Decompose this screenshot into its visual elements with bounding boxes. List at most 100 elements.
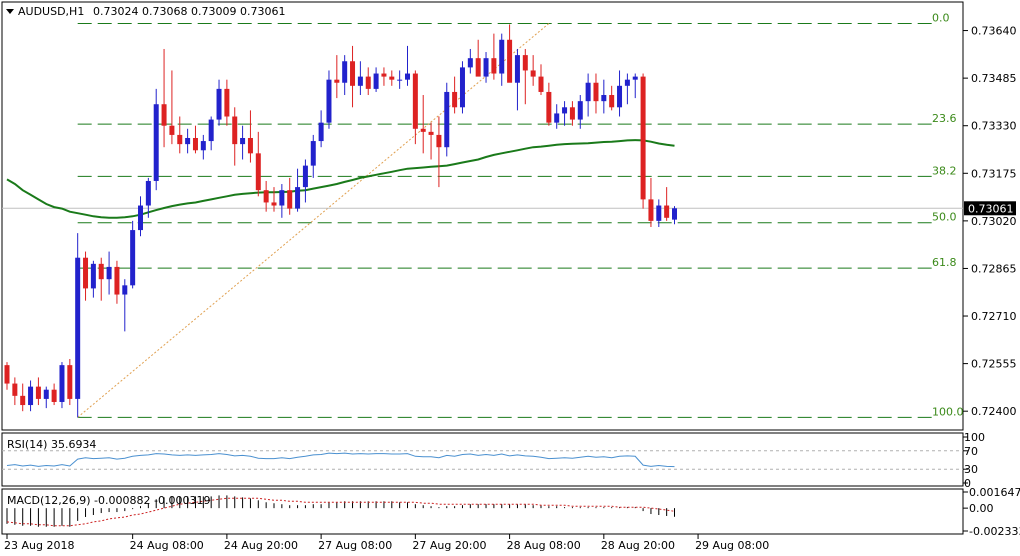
candle-body xyxy=(106,266,112,280)
candle-body xyxy=(483,58,489,77)
candle-body xyxy=(326,79,332,123)
fib-level-label: 0.0 xyxy=(932,11,950,24)
candle-body xyxy=(302,165,308,188)
rsi-axis-label: 0 xyxy=(964,477,971,490)
candle-body xyxy=(601,95,607,102)
time-axis-label: 29 Aug 08:00 xyxy=(695,539,769,552)
price-axis-label: 0.72400 xyxy=(971,405,1017,418)
candle-body xyxy=(83,257,89,289)
candle-body xyxy=(287,190,293,209)
candle-body xyxy=(664,205,670,218)
candle-body xyxy=(224,88,230,117)
candle-body xyxy=(43,389,49,399)
candle-body xyxy=(381,73,387,77)
candle-body xyxy=(255,153,261,191)
candle-body xyxy=(169,125,175,135)
ohlc-label: 0.73024 0.73068 0.73009 0.73061 xyxy=(93,5,285,18)
price-axis-label: 0.72710 xyxy=(971,310,1017,323)
candle-body xyxy=(428,131,434,135)
macd-axis-label: -0.002333 xyxy=(969,525,1020,538)
candle-body xyxy=(365,76,371,89)
candle-body xyxy=(263,190,269,203)
candle-body xyxy=(271,202,277,206)
candle-body xyxy=(412,73,418,129)
macd-axis-label: 0.001647 xyxy=(969,486,1020,499)
price-panel: 0.0 23.6 38.2 50.0 61.8 100.0 0.73640 0.73485 0.… xyxy=(2,11,1017,418)
candle-body xyxy=(467,58,473,68)
candle-body xyxy=(585,82,591,102)
candle-body xyxy=(334,79,340,83)
rsi-axis-label: 100 xyxy=(964,431,985,444)
macd-panel-frame xyxy=(1,488,964,535)
candle-body xyxy=(475,58,481,77)
candle-body xyxy=(617,85,623,108)
candle-body xyxy=(67,365,73,399)
candle-body xyxy=(444,91,450,148)
candle-body xyxy=(318,122,324,142)
candle-body xyxy=(279,190,285,206)
candle-body xyxy=(514,55,520,83)
candle-body xyxy=(200,141,206,151)
candle-body xyxy=(405,73,411,80)
candle-body xyxy=(420,128,426,132)
candle-body xyxy=(672,208,678,220)
candle-body xyxy=(522,55,528,71)
candle-body xyxy=(397,79,403,81)
price-axis-label: 0.73485 xyxy=(971,72,1017,85)
candle-body xyxy=(507,39,513,83)
candle-body xyxy=(153,104,159,181)
candle-body xyxy=(389,76,395,80)
fib-level-label: 50.0 xyxy=(932,211,957,224)
candle-body xyxy=(640,76,646,200)
candle-body xyxy=(452,91,458,108)
time-axis: 23 Aug 2018 24 Aug 08:00 24 Aug 20:00 27 Au… xyxy=(4,534,769,552)
candle-body xyxy=(436,134,442,148)
candle-body xyxy=(98,263,104,280)
fib-level-label: 38.2 xyxy=(932,164,957,177)
candle-body xyxy=(459,67,465,108)
price-axis-label: 0.73020 xyxy=(971,215,1017,228)
candle-body xyxy=(122,285,128,295)
candle-body xyxy=(28,386,34,406)
candle-body xyxy=(192,137,198,151)
candle-body xyxy=(138,205,144,231)
candle-body xyxy=(357,76,363,86)
candle-body xyxy=(240,137,246,145)
rsi-line xyxy=(6,452,675,468)
candle-body xyxy=(208,119,214,142)
candle-body xyxy=(216,88,222,120)
candle-body xyxy=(161,104,167,126)
candle-body xyxy=(4,365,10,384)
time-axis-label: 23 Aug 2018 xyxy=(4,539,74,552)
candle-body xyxy=(310,141,316,166)
candle-body xyxy=(593,82,599,102)
candle-body xyxy=(609,95,615,108)
rsi-axis-label: 70 xyxy=(964,445,978,458)
candle-body xyxy=(130,230,136,286)
candle-body xyxy=(569,107,575,120)
candle-body xyxy=(546,91,552,123)
time-axis-label: 24 Aug 08:00 xyxy=(130,539,204,552)
candle-body xyxy=(562,107,568,114)
time-axis-label: 24 Aug 20:00 xyxy=(224,539,298,552)
time-axis-label: 27 Aug 20:00 xyxy=(412,539,486,552)
macd-signal-line xyxy=(6,497,675,527)
price-axis-label: 0.73175 xyxy=(971,167,1017,180)
price-panel-frame xyxy=(1,1,964,431)
candle-body xyxy=(59,365,65,402)
candle-body xyxy=(177,134,183,145)
candle-body xyxy=(20,395,26,406)
candle-body xyxy=(554,113,560,123)
candle-body xyxy=(295,187,301,209)
candle-body xyxy=(342,61,348,83)
rsi-axis-label: 30 xyxy=(964,463,978,476)
macd-title: MACD(12,26,9) -0.000882 -0.000319 xyxy=(7,494,210,507)
dropdown-triangle-icon[interactable] xyxy=(6,9,14,14)
candle-body xyxy=(75,257,81,399)
price-axis-label: 0.73640 xyxy=(971,25,1017,38)
price-axis-label: 0.72555 xyxy=(971,358,1017,371)
macd-panel: 0.001647 0.00 -0.002333 xyxy=(6,486,1020,538)
candle-body xyxy=(51,389,57,402)
fib-level-label: 61.8 xyxy=(932,256,957,269)
